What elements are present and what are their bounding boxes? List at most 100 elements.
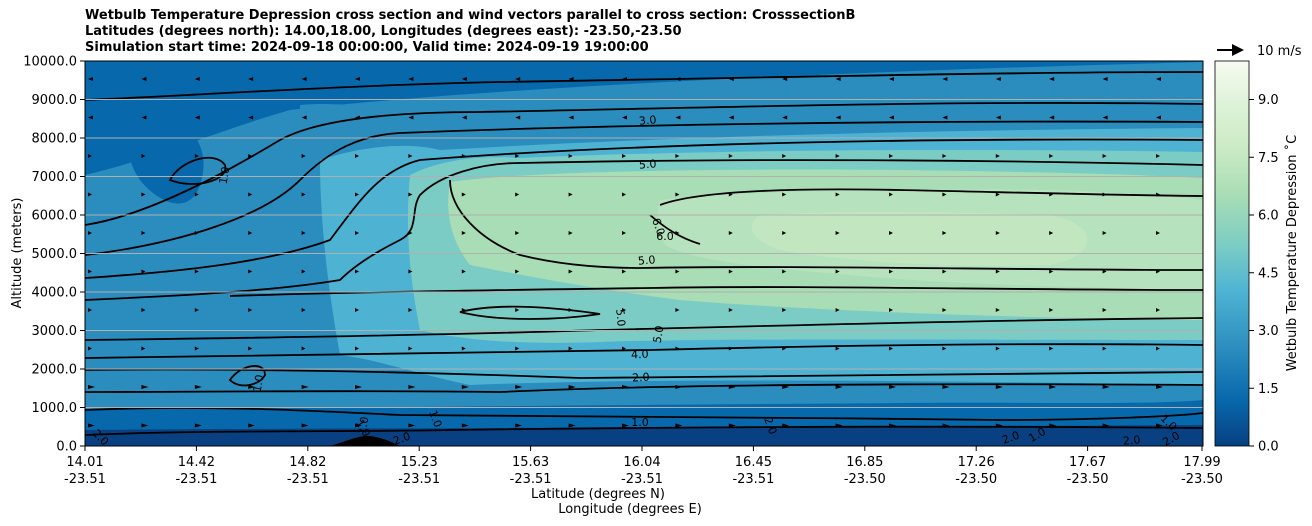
wind-arrow — [568, 77, 574, 81]
wind-arrow — [995, 423, 1003, 428]
x-tick-lon: -23.51 — [621, 472, 663, 487]
contour-line — [85, 120, 1203, 256]
wind-arrow — [889, 385, 896, 389]
wind-arrow — [301, 385, 309, 389]
wind-arrow — [1156, 346, 1160, 351]
wind-arrow — [515, 308, 520, 312]
wind-arrow — [728, 385, 736, 389]
wind-arrow — [1156, 115, 1161, 120]
contour-line — [85, 317, 1203, 341]
x-tick-lat: 15.63 — [512, 455, 549, 470]
contour-label: 5.0 — [637, 253, 656, 267]
contour-label: 3.0 — [638, 113, 657, 127]
wind-arrow — [675, 385, 683, 389]
wind-arrow — [942, 115, 948, 120]
wind-arrow — [194, 154, 199, 158]
wind-arrow — [194, 231, 199, 235]
wind-arrow — [675, 423, 683, 428]
contour-label: 2.0 — [1122, 433, 1141, 447]
wind-arrow — [355, 192, 359, 197]
x-tick-lon: -23.51 — [732, 472, 774, 487]
wind-arrow — [835, 77, 841, 81]
wind-arrow — [515, 154, 520, 158]
contour-line — [449, 179, 1203, 271]
wind-arrow — [728, 346, 733, 351]
wind-arrow — [301, 192, 306, 197]
wind-arrow — [1049, 115, 1055, 120]
wind-arrow — [515, 385, 523, 389]
wind-arrow — [995, 346, 1000, 351]
contour-label: 1.0 — [217, 166, 233, 185]
wind-arrow — [88, 231, 92, 235]
wind-arrow — [355, 346, 359, 351]
wind-arrow — [1156, 308, 1160, 312]
wind-arrow — [1049, 385, 1057, 389]
colorbar-gradient — [1214, 60, 1250, 447]
y-tick-label: 6000.0 — [32, 209, 78, 224]
y-tick-label: 4000.0 — [32, 286, 78, 301]
wind-arrow — [1049, 231, 1054, 235]
contour-line — [168, 156, 227, 185]
wind-arrow — [88, 423, 95, 428]
x-tick-lon: -23.51 — [398, 472, 440, 487]
wind-arrow — [675, 269, 680, 274]
wind-arrow — [889, 269, 893, 274]
wind-arrow — [995, 308, 1000, 312]
y-tick-label: 9000.0 — [32, 93, 78, 108]
wind-arrow — [728, 231, 733, 235]
wind-arrow — [408, 346, 413, 351]
wind-arrow — [1049, 77, 1055, 81]
wind-arrow — [248, 308, 253, 312]
x-tick-lat: 17.67 — [1069, 455, 1106, 470]
wind-arrow — [622, 192, 626, 197]
wind-arrow — [1049, 192, 1054, 197]
wind-arrow — [141, 115, 147, 120]
wind-arrow — [1102, 308, 1107, 312]
wind-arrow — [835, 154, 840, 158]
wind-arrow — [568, 385, 576, 389]
contour-line — [85, 343, 1203, 359]
wind-arrow — [1102, 269, 1107, 274]
y-tick-label: 7000.0 — [32, 170, 78, 185]
contour-label: 6.0 — [649, 216, 667, 237]
wind-arrow — [568, 192, 573, 197]
wind-arrow — [1102, 231, 1107, 235]
wind-arrow — [515, 231, 520, 235]
colorbar-tick-label: 7.5 — [1258, 151, 1279, 166]
wind-arrow — [88, 192, 92, 197]
contour-line — [649, 214, 701, 245]
wind-arrow — [515, 77, 521, 81]
wind-arrow — [728, 308, 733, 312]
wind-arrow — [995, 77, 1001, 81]
wind-arrow — [194, 192, 199, 197]
x-axis-label-lat: Latitude (degrees N) — [531, 487, 665, 502]
x-tick-lat: 14.01 — [66, 455, 103, 470]
wind-arrow — [461, 77, 467, 81]
wind-arrow — [728, 115, 734, 120]
wind-arrow — [194, 269, 199, 274]
contour-label: 1.0 — [356, 416, 372, 435]
wind-arrow — [622, 423, 629, 428]
wind-arrow — [248, 192, 253, 197]
wind-arrow — [568, 115, 574, 120]
chart-title: Wetbulb Temperature Depression cross sec… — [85, 8, 855, 56]
wind-arrow — [88, 154, 92, 158]
wind-arrow — [461, 308, 466, 312]
wind-arrow — [889, 115, 894, 120]
wind-arrow — [461, 385, 469, 389]
y-tick-label: 5000.0 — [32, 247, 78, 262]
wind-arrow — [1049, 423, 1057, 428]
wind-arrow — [248, 346, 253, 351]
wind-arrow — [461, 115, 467, 120]
contour-label: 2.0 — [761, 415, 779, 436]
x-tick-lat: 16.04 — [623, 455, 660, 470]
x-tick-lon: -23.51 — [287, 472, 329, 487]
title-line-3: Simulation start time: 2024-09-18 00:00:… — [85, 40, 649, 55]
wind-arrow — [675, 231, 680, 235]
contour-line — [85, 425, 1203, 436]
contour-line — [85, 71, 1203, 101]
wind-arrow — [194, 423, 202, 428]
wind-arrow — [141, 308, 146, 312]
wind-arrow — [622, 308, 626, 312]
